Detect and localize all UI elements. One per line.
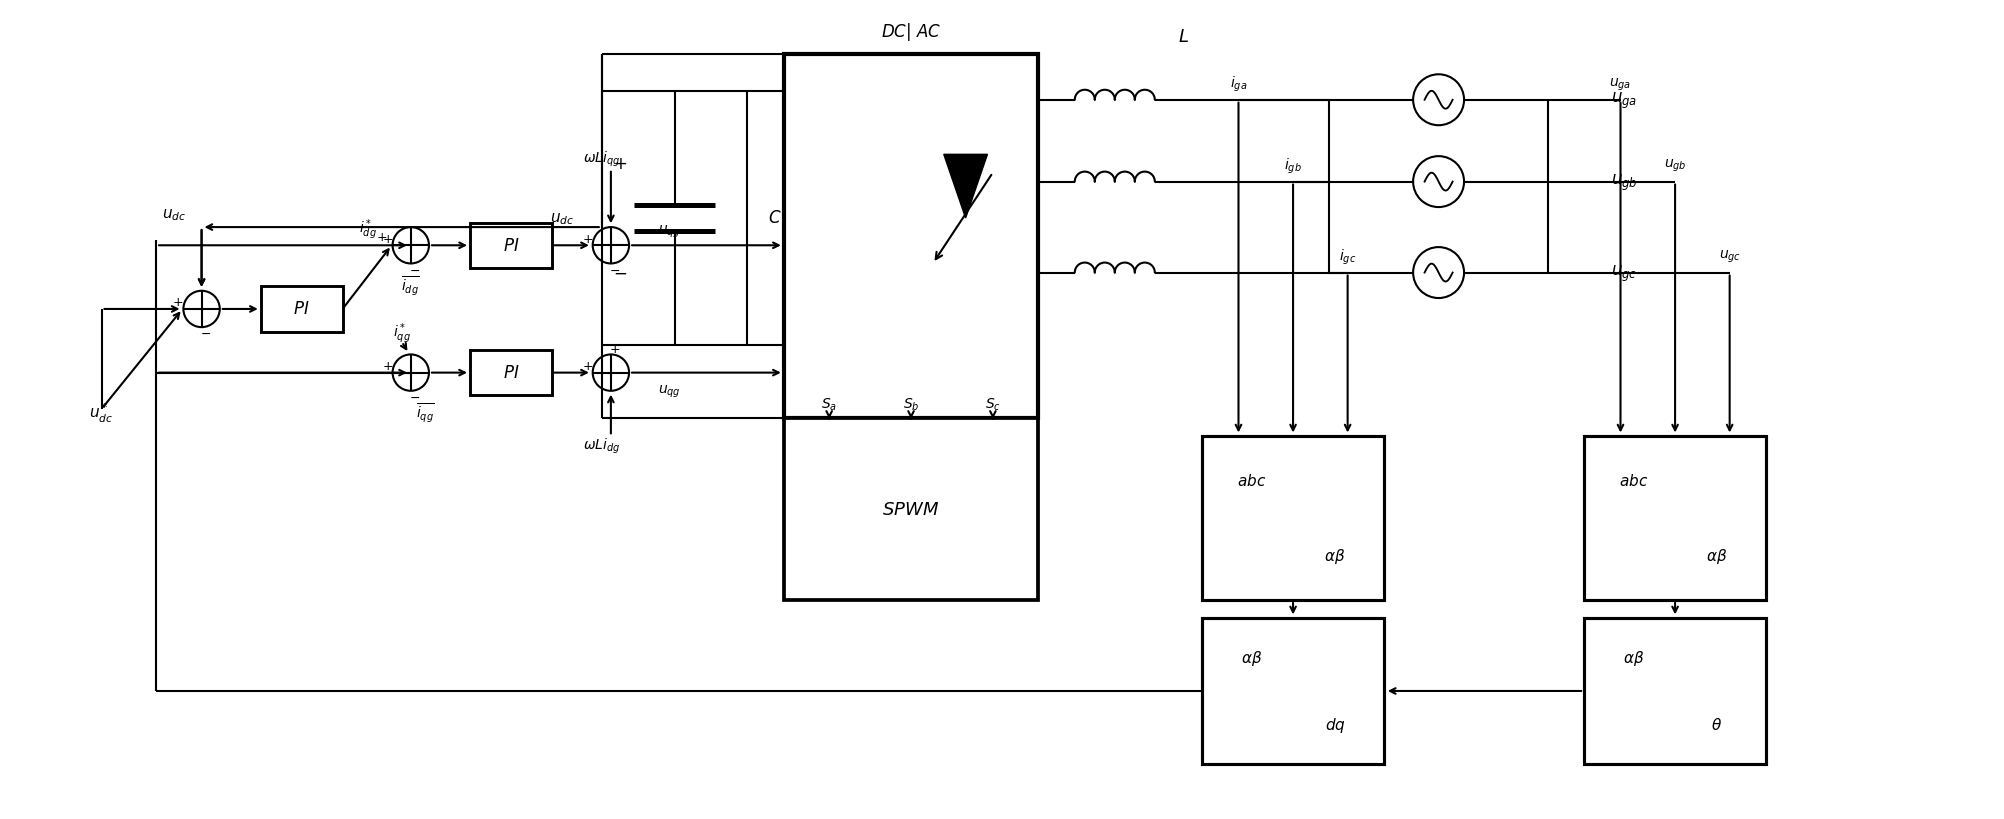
Text: $SPWM$: $SPWM$	[882, 500, 940, 518]
Text: $+$: $+$	[377, 230, 387, 243]
Text: $abc$: $abc$	[1619, 473, 1647, 489]
Text: $-$: $-$	[409, 391, 421, 403]
Text: $-$: $-$	[200, 327, 210, 340]
Text: $+$: $+$	[609, 343, 619, 356]
Text: $PI$: $PI$	[503, 364, 519, 382]
Text: $abc$: $abc$	[1236, 473, 1267, 489]
Text: $u_{dc}$: $u_{dc}$	[549, 210, 573, 227]
Text: $+$: $+$	[581, 233, 593, 245]
Text: $C$: $C$	[768, 210, 782, 227]
Text: $u_{qg}$: $u_{qg}$	[657, 383, 681, 400]
Text: $+$: $+$	[172, 296, 184, 309]
Text: $+$: $+$	[581, 360, 593, 373]
Text: $\overline{i_{dg}}$: $\overline{i_{dg}}$	[401, 274, 421, 298]
Text: $\theta$: $\theta$	[1711, 717, 1723, 732]
Bar	[261, 287, 343, 333]
Bar	[469, 351, 551, 396]
Bar	[1583, 618, 1766, 764]
Text: $PI$: $PI$	[503, 238, 519, 255]
Polygon shape	[944, 155, 988, 219]
Text: $DC|\ AC$: $DC|\ AC$	[882, 20, 942, 43]
Text: $dq$: $dq$	[1325, 715, 1345, 734]
Text: $L$: $L$	[1178, 28, 1190, 46]
Text: $u_{gb}$: $u_{gb}$	[1611, 172, 1637, 192]
Text: $i_{dg}^*$: $i_{dg}^*$	[359, 217, 377, 242]
Text: $-$: $-$	[613, 265, 627, 282]
Bar	[784, 419, 1038, 600]
Text: $+$: $+$	[381, 360, 393, 373]
Text: $S_c$: $S_c$	[984, 396, 1000, 412]
Bar	[1202, 437, 1385, 600]
Text: $u_{gc}$: $u_{gc}$	[1719, 249, 1741, 265]
Text: $u_{dc}$: $u_{dc}$	[162, 207, 186, 223]
Text: $i_{gc}$: $i_{gc}$	[1339, 247, 1357, 266]
Text: $S_b$: $S_b$	[902, 396, 920, 412]
Bar	[1583, 437, 1766, 600]
Text: $u_{gc}$: $u_{gc}$	[1611, 263, 1637, 283]
Text: $u_{ga}$: $u_{ga}$	[1611, 91, 1637, 111]
Text: $\alpha\beta$: $\alpha\beta$	[1705, 546, 1727, 566]
Text: $u_{ga}$: $u_{ga}$	[1609, 76, 1631, 93]
Text: $\alpha\beta$: $\alpha\beta$	[1240, 648, 1263, 667]
Text: $\omega Li_{qg}$: $\omega Li_{qg}$	[583, 149, 621, 169]
Bar	[1202, 618, 1385, 764]
Bar	[784, 55, 1038, 419]
Bar	[469, 224, 551, 269]
Text: $-$: $-$	[409, 263, 421, 276]
Text: $+$: $+$	[381, 233, 393, 245]
Text: $S_a$: $S_a$	[822, 396, 838, 412]
Text: $\overline{i_{qg}}$: $\overline{i_{qg}}$	[417, 401, 435, 425]
Text: $i_{gb}$: $i_{gb}$	[1285, 156, 1303, 175]
Text: $i_{ga}$: $i_{ga}$	[1230, 75, 1246, 94]
Text: $i_{qg}^*$: $i_{qg}^*$	[393, 321, 411, 346]
Text: $-$: $-$	[609, 263, 619, 276]
Text: $PI$: $PI$	[293, 301, 311, 318]
Text: $u_{gb}$: $u_{gb}$	[1663, 158, 1687, 174]
Text: $+$: $+$	[613, 156, 627, 173]
Text: $u_{qg}$: $u_{qg}$	[657, 224, 681, 240]
Text: $u_{dc}^*$: $u_{dc}^*$	[90, 401, 114, 425]
Text: $\omega Li_{dg}$: $\omega Li_{dg}$	[583, 437, 621, 455]
Text: $\alpha\beta$: $\alpha\beta$	[1325, 546, 1345, 566]
Text: $\alpha\beta$: $\alpha\beta$	[1623, 648, 1643, 667]
